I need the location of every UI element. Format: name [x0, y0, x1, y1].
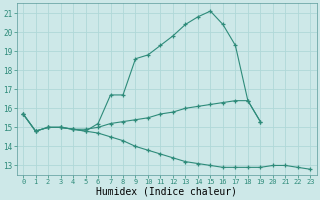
X-axis label: Humidex (Indice chaleur): Humidex (Indice chaleur) — [96, 187, 237, 197]
